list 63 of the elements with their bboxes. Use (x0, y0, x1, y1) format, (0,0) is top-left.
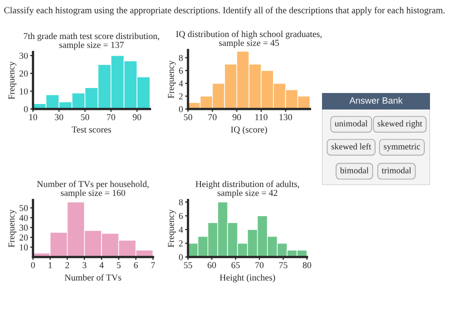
text: symmetric (384, 144, 420, 152)
y-tick-label: 50 (20, 204, 28, 212)
x-axis-title: Test scores (72, 126, 112, 133)
y-tick-label: 20 (20, 70, 28, 77)
chart-title: Height distribution of adults, sample size = 42 (196, 180, 300, 198)
y-tick-label: 10 (20, 244, 28, 250)
x-tick-label: 10 (29, 114, 38, 120)
y-tick-label: 20 (20, 234, 28, 241)
x-tick-label: 1 (48, 262, 52, 268)
x-tick-label: 80 (302, 262, 312, 268)
x-tick-label: 130 (280, 114, 292, 120)
y-tick-label: 40 (19, 214, 28, 221)
x-tick-label: 90 (132, 114, 142, 120)
x-tick-label: 50 (184, 114, 192, 120)
x-tick-label: 6 (134, 262, 138, 268)
y-axis-title: Frequency (168, 60, 176, 98)
x-axis-title: Height (inches) (220, 274, 276, 282)
y-tick-label: 4 (178, 80, 183, 86)
x-tick-label: 65 (231, 262, 240, 268)
x-tick-label: 5 (116, 262, 121, 268)
text: trimodal (382, 167, 412, 174)
text: skewed right (378, 120, 422, 128)
y-tick-label: 30 (20, 52, 28, 59)
y-tick-label: 10 (20, 88, 28, 94)
x-tick-label: 30 (54, 114, 64, 120)
x-tick-label: 70 (208, 114, 217, 120)
x-tick-label: 55 (184, 262, 192, 268)
y-tick-label: 8 (178, 54, 183, 61)
y-tick-label: 0 (178, 106, 183, 112)
text: Answer Bank (349, 97, 403, 104)
x-tick-label: 50 (81, 114, 90, 120)
x-tick-label: 2 (65, 262, 70, 268)
chart-title: 7th grade math test score distribution, sample size = 137 (24, 32, 160, 50)
x-tick-label: 110 (255, 114, 268, 120)
x-tick-label: 90 (232, 114, 241, 120)
y-tick-label: 8 (178, 199, 183, 206)
x-tick-label: 70 (107, 114, 116, 120)
y-tick-label: 2 (179, 240, 183, 246)
x-tick-label: 60 (208, 262, 216, 268)
x-tick-label: 75 (279, 262, 288, 268)
x-tick-label: 3 (82, 262, 86, 268)
x-tick-label: 70 (255, 262, 264, 268)
y-tick-label: 30 (20, 224, 28, 231)
y-tick-label: 4 (178, 226, 183, 233)
text: Classify each histogram using the appropriate descriptions. Identify all of the descriptions that apply for each histogram. (4, 6, 445, 16)
chart-title: IQ distribution of high school graduates, sample size = 45 (176, 30, 322, 48)
text: skewed left (331, 143, 372, 150)
y-axis-title: Frequency (8, 209, 16, 248)
y-tick-label: 0 (178, 254, 183, 260)
y-tick-label: 6 (179, 68, 183, 74)
x-axis-title: Number of TVs (64, 274, 122, 281)
x-tick-label: 0 (31, 262, 35, 268)
x-tick-label: 7 (151, 262, 155, 268)
y-axis-title: Frequency (8, 61, 16, 100)
text: bimodal (340, 167, 369, 174)
y-axis-title: Frequency (168, 209, 176, 248)
text: unimodal (334, 120, 368, 126)
y-tick-label: 0 (24, 106, 28, 112)
y-tick-label: 6 (179, 212, 183, 220)
x-tick-label: 4 (99, 262, 104, 268)
x-axis-title: IQ (score) (230, 126, 268, 134)
y-tick-label: 2 (179, 93, 183, 100)
chart-title: Number of TVs per household, sample size = 160 (37, 180, 149, 198)
